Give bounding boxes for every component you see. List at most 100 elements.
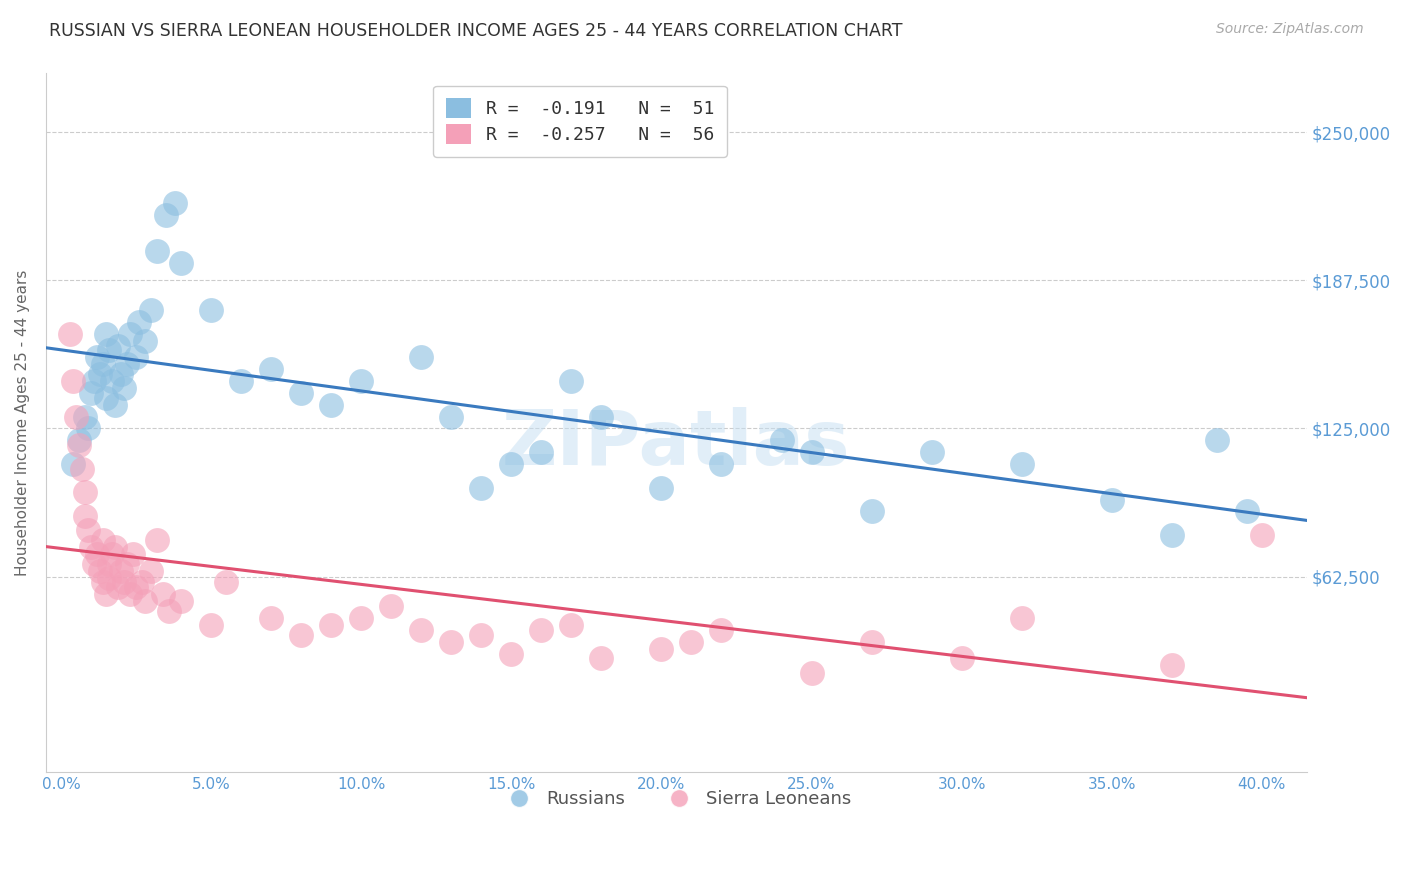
Point [411,351,433,365]
Point [440,409,463,424]
Point [112,381,135,395]
Point [290,627,312,641]
Text: ZIPatlas: ZIPatlas [502,407,851,481]
Point [98,571,121,585]
Point [157,604,180,618]
Point [89,564,111,578]
Point [152,587,174,601]
Point [62,374,84,388]
Point [73,509,96,524]
Point [107,580,129,594]
Point [350,611,373,625]
Point [1205,434,1227,448]
Point [800,445,823,459]
Point [83,557,105,571]
Point [560,618,582,632]
Point [122,547,145,561]
Point [98,557,121,571]
Point [110,564,132,578]
Point [501,457,523,471]
Point [1101,492,1123,507]
Point [98,343,121,358]
Point [470,627,492,641]
Point [104,540,127,554]
Point [681,634,703,648]
Point [146,533,169,547]
Point [86,351,108,365]
Point [118,587,141,601]
Point [650,641,672,656]
Point [101,374,124,388]
Y-axis label: Householder Income Ages 25 - 44 years: Householder Income Ages 25 - 44 years [15,269,30,575]
Point [131,575,153,590]
Point [440,634,463,648]
Point [80,385,103,400]
Point [62,457,84,471]
Point [1160,658,1182,673]
Point [260,611,283,625]
Point [215,575,238,590]
Point [560,374,582,388]
Point [921,445,943,459]
Point [591,409,613,424]
Point [91,533,114,547]
Point [950,651,973,665]
Point [200,302,222,317]
Point [321,618,343,632]
Point [65,409,87,424]
Point [110,367,132,381]
Point [73,409,96,424]
Point [1236,504,1258,518]
Point [530,623,553,637]
Point [380,599,402,614]
Point [860,504,883,518]
Point [94,326,117,341]
Point [107,338,129,352]
Point [200,618,222,632]
Point [1160,528,1182,542]
Point [80,540,103,554]
Point [170,594,193,608]
Point [170,255,193,269]
Point [1011,457,1033,471]
Point [101,547,124,561]
Point [91,358,114,372]
Point [128,315,150,329]
Point [118,326,141,341]
Point [710,623,733,637]
Point [470,481,492,495]
Point [94,587,117,601]
Point [86,547,108,561]
Point [321,398,343,412]
Point [155,208,177,222]
Point [104,398,127,412]
Point [710,457,733,471]
Point [125,580,148,594]
Point [139,564,162,578]
Point [115,557,138,571]
Point [125,351,148,365]
Legend: Russians, Sierra Leoneans: Russians, Sierra Leoneans [494,783,859,815]
Point [860,634,883,648]
Point [83,374,105,388]
Point [70,461,93,475]
Point [1250,528,1272,542]
Point [650,481,672,495]
Point [59,326,82,341]
Point [77,524,100,538]
Point [350,374,373,388]
Point [530,445,553,459]
Point [67,434,90,448]
Point [591,651,613,665]
Point [134,594,156,608]
Text: RUSSIAN VS SIERRA LEONEAN HOUSEHOLDER INCOME AGES 25 - 44 YEARS CORRELATION CHAR: RUSSIAN VS SIERRA LEONEAN HOUSEHOLDER IN… [49,22,903,40]
Point [94,391,117,405]
Point [501,647,523,661]
Point [229,374,252,388]
Point [139,302,162,317]
Point [91,575,114,590]
Point [112,575,135,590]
Point [165,196,187,211]
Point [67,438,90,452]
Point [290,385,312,400]
